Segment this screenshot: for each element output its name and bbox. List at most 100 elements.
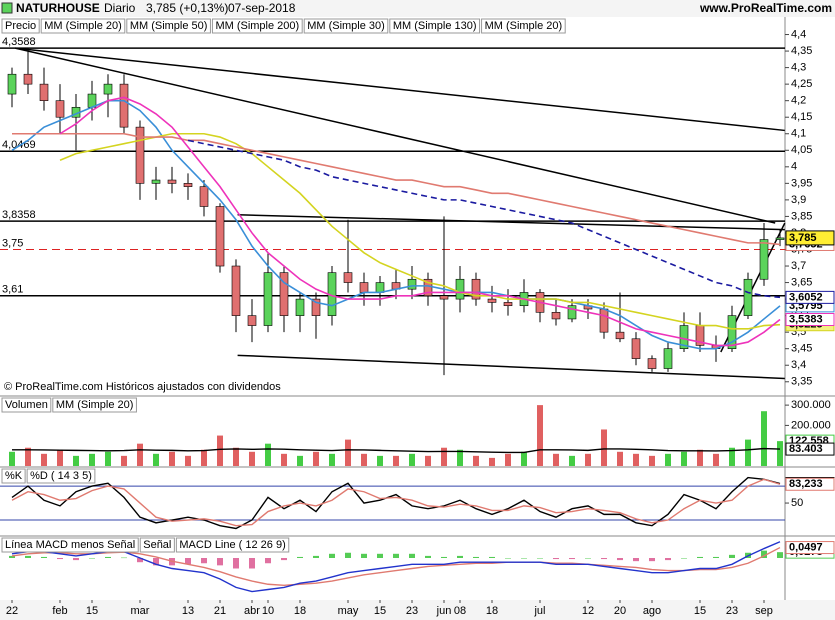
bar [617, 451, 623, 466]
legend-box [139, 537, 175, 553]
bar [441, 556, 447, 558]
x-tick-label: jul [533, 605, 545, 617]
legend-box [40, 18, 126, 34]
bar [441, 447, 447, 466]
bar [137, 443, 143, 466]
series-line [59, 132, 781, 330]
x-tick-label: 13 [182, 605, 194, 617]
bar [217, 558, 223, 566]
x-tick-label: 15 [86, 605, 98, 617]
bar [489, 556, 495, 558]
bar [745, 439, 751, 466]
candle-body [167, 179, 177, 184]
trendline [15, 47, 785, 132]
candle-body [487, 298, 497, 303]
bar [121, 557, 127, 559]
x-tick-label: 12 [582, 605, 594, 617]
candle-body [343, 272, 353, 283]
bar [233, 558, 239, 569]
y-tick-label: 4,1 [791, 128, 806, 140]
bar [553, 453, 559, 466]
bar [633, 453, 639, 466]
candle-body [663, 348, 673, 369]
bar [105, 556, 111, 558]
bar [425, 555, 431, 558]
bar [329, 553, 335, 558]
bar [521, 558, 527, 559]
series-line [11, 541, 781, 593]
bar [313, 451, 319, 466]
legend-box [1, 18, 40, 34]
value-tag: 83,233 [789, 478, 823, 490]
bar [185, 455, 191, 466]
trendline [237, 214, 785, 231]
candle-body [55, 100, 65, 118]
bar [585, 558, 591, 559]
period: Diario [104, 1, 136, 15]
candle-body [375, 282, 385, 293]
y-tick-label: 200.000 [791, 419, 831, 431]
bar [137, 558, 143, 563]
bar [281, 558, 287, 561]
legend-label: MM (Simple 20) [485, 20, 563, 32]
bar [681, 451, 687, 466]
value-tag-box [785, 541, 835, 555]
bar [649, 455, 655, 466]
bar [121, 455, 127, 466]
candle-body [407, 278, 417, 290]
candle-body [455, 278, 465, 300]
candle-body [471, 278, 481, 300]
x-tick-label: sep [755, 605, 773, 617]
y-tick-label: 4,4 [791, 28, 806, 40]
legend-label: MM (Simple 20) [44, 20, 122, 32]
bar [569, 455, 575, 466]
y-tick-label: 3,4 [791, 359, 806, 371]
bar [281, 453, 287, 466]
bar [89, 453, 95, 466]
bar [777, 552, 783, 558]
legend-box [1, 397, 52, 413]
symbol: NATURHOUSE [16, 1, 100, 15]
footnote: © ProRealTime.com Históricos ajustados c… [4, 381, 281, 393]
y-tick-label: 3,65 [791, 276, 812, 288]
bar [153, 558, 159, 566]
x-axis-bar [0, 600, 835, 620]
x-tick-label: 18 [294, 605, 306, 617]
bar [601, 558, 607, 560]
bar [377, 553, 383, 558]
bar [649, 558, 655, 562]
candle-body [727, 315, 737, 350]
x-tick-label: 21 [214, 605, 226, 617]
y-tick-label: 4,35 [791, 45, 812, 57]
level-label: 4,3588 [2, 36, 36, 48]
level-label: 3,8358 [2, 209, 36, 221]
bar [169, 451, 175, 466]
candle-body [23, 73, 33, 85]
value-tag-box [785, 477, 835, 491]
legend-label: MM (Simple 20) [56, 399, 134, 411]
legend-box [481, 18, 566, 34]
y-tick-label: 3,85 [791, 210, 812, 222]
date: 07-sep-2018 [228, 1, 296, 15]
bar [409, 553, 415, 558]
candle-body [679, 325, 689, 350]
x-tick-label: 15 [374, 605, 386, 617]
value-tag-box [785, 290, 835, 304]
candle-body [135, 126, 145, 184]
price-tag-box [785, 230, 835, 246]
bar [505, 558, 511, 559]
y-tick-label: 300.000 [791, 399, 831, 411]
series-line [59, 96, 781, 347]
bar [761, 411, 767, 466]
bar [569, 558, 575, 560]
series-line [187, 139, 781, 299]
series-line [11, 546, 781, 587]
trendline [237, 354, 785, 380]
candle-body [615, 331, 625, 340]
candle-body [311, 298, 321, 316]
bar [729, 447, 735, 466]
legend-label: %K [5, 470, 23, 482]
bar [713, 453, 719, 466]
y-tick-label: 4,05 [791, 144, 812, 156]
y-tick-label: 50 [791, 497, 803, 509]
